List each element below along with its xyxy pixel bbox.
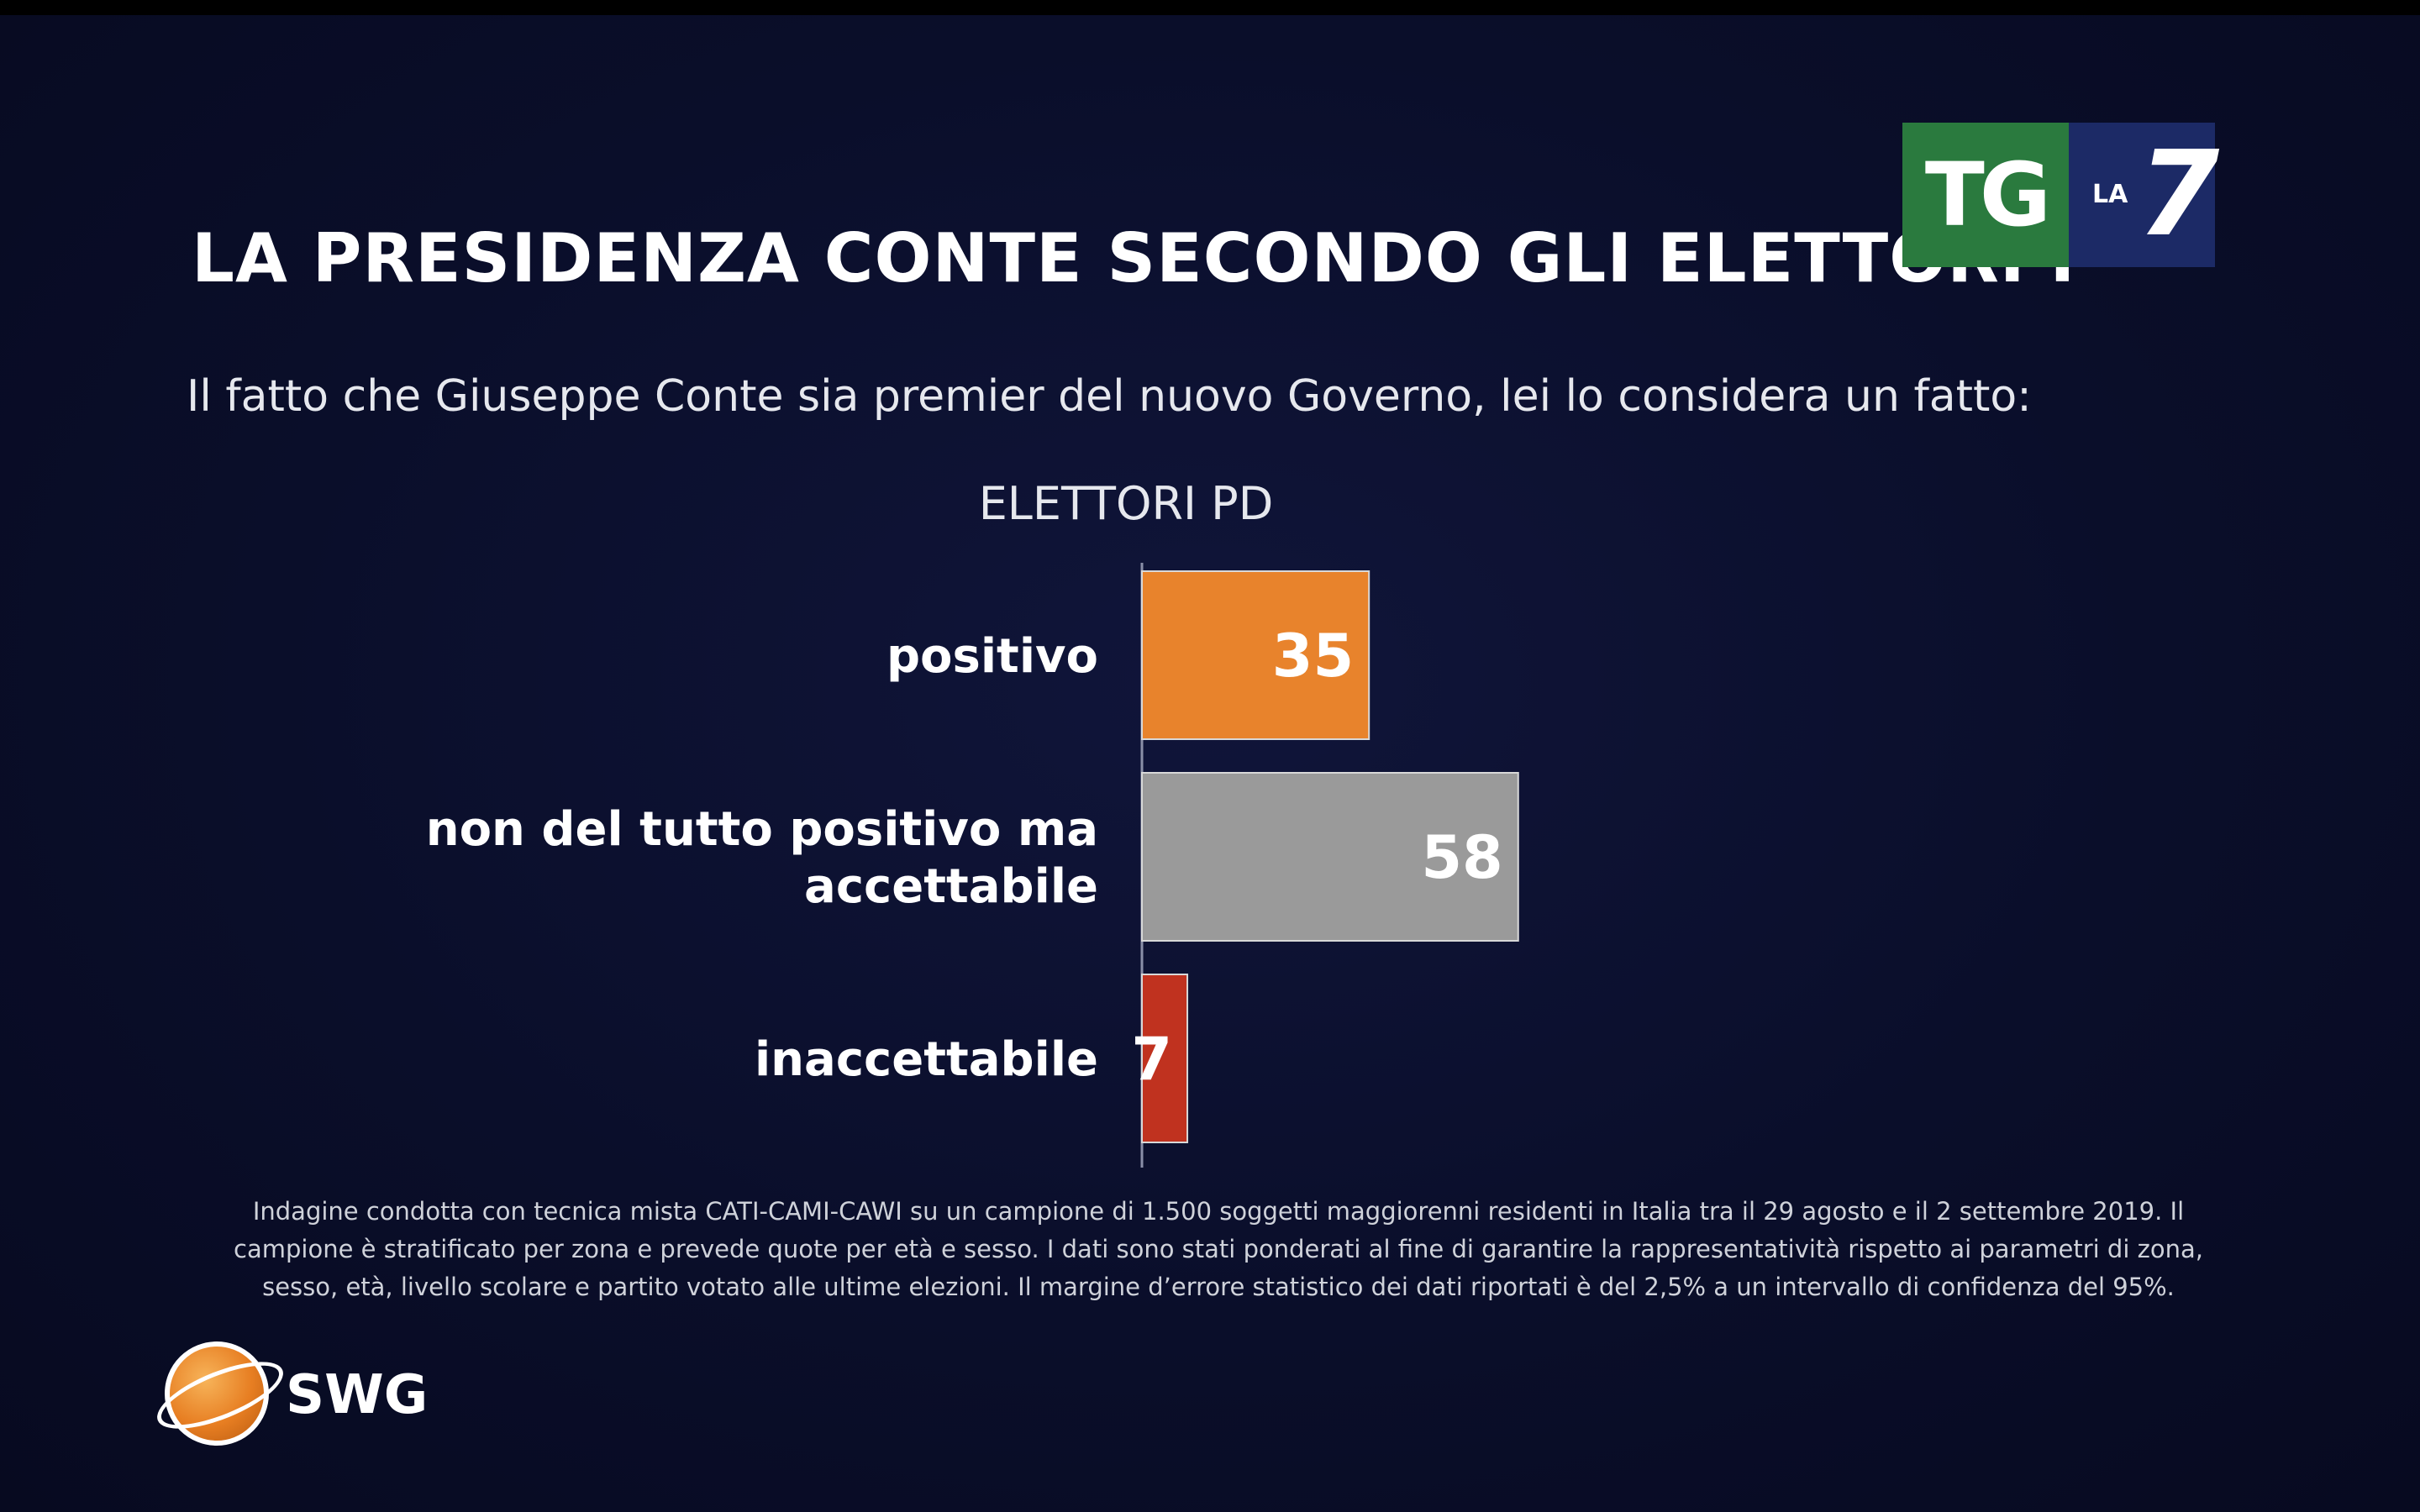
tg-logo-text: TG	[1902, 123, 2069, 267]
globe-icon	[165, 1341, 269, 1446]
la7-logo-block: LA 7	[2069, 123, 2219, 267]
category-label-line: inaccettabile	[755, 1032, 1098, 1087]
bar-0	[1141, 570, 1370, 740]
bar-value-label-2: 7	[1131, 1025, 1172, 1094]
bar-value-label-0: 35	[1272, 622, 1354, 690]
swg-logo-text: SWG	[286, 1364, 429, 1426]
methodology-note: Indagine condotta con tecnica mista CATI…	[234, 1197, 2203, 1301]
category-label-line: non del tutto positivo ma	[426, 802, 1098, 857]
bar-1	[1141, 772, 1519, 942]
chart-title: LA PRESIDENZA CONTE SECONDO GLI ELETTORI…	[192, 219, 2074, 297]
bar-chart: 35 positivo 58 non del tutto positivo ma acc…	[426, 563, 1519, 1168]
swg-logo: SWG	[149, 1331, 437, 1457]
la-logo-text: LA	[2092, 180, 2128, 209]
top-black-bar	[0, 0, 2420, 15]
category-label-line: positivo	[886, 629, 1098, 684]
category-label-line: accettabile	[804, 859, 1098, 914]
bar-2	[1141, 974, 1189, 1143]
question-text: Il fatto che Giuseppe Conte sia premier …	[187, 371, 2032, 422]
bar-value-label-1: 58	[1421, 823, 1502, 892]
category-label-0: positivo	[886, 629, 1098, 684]
category-label-1: non del tutto positivo ma accettabile	[426, 802, 1098, 914]
seven-logo-text: 7	[2138, 126, 2220, 263]
category-label-2: inaccettabile	[755, 1032, 1098, 1087]
tg-la7-logo: TG LA 7	[1902, 123, 2219, 267]
group-label: ELETTORI PD	[978, 477, 1274, 530]
